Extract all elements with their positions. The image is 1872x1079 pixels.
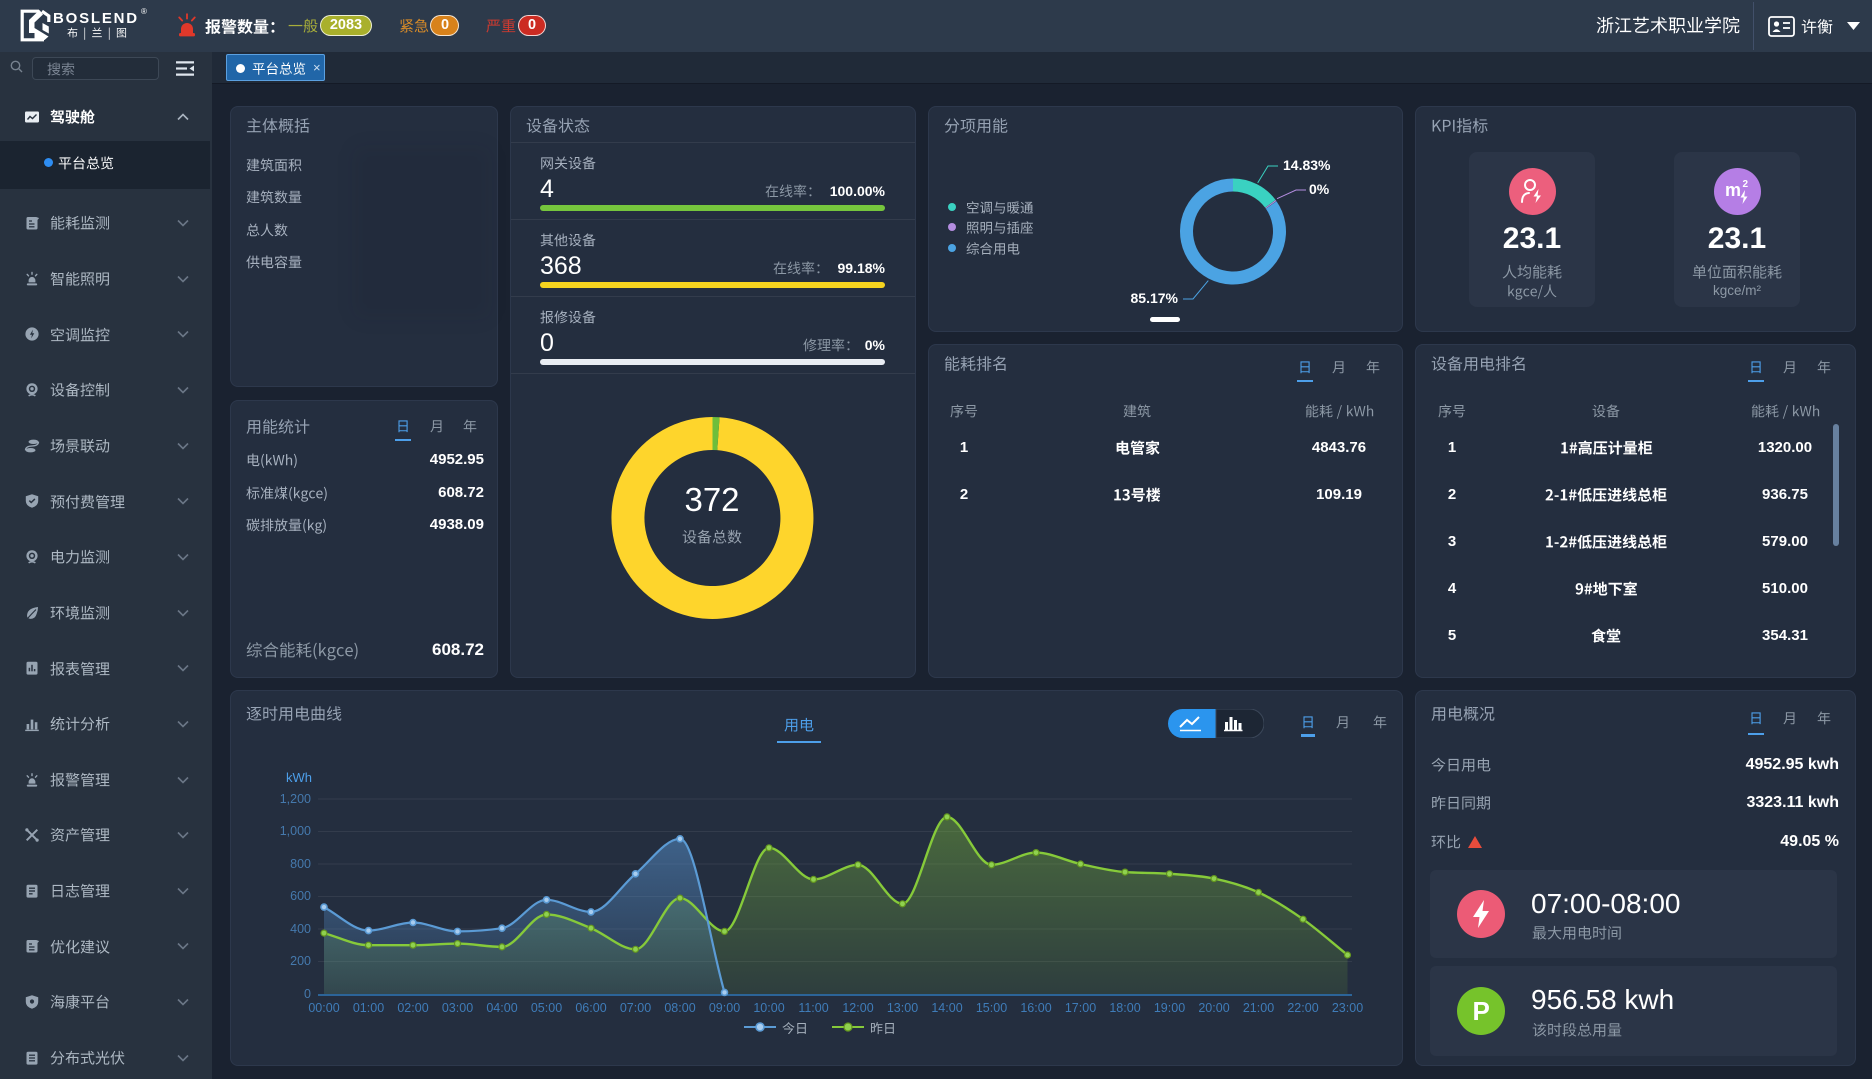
svg-text:P: P bbox=[1473, 996, 1490, 1026]
svg-text:m: m bbox=[1725, 180, 1741, 200]
svg-text:2: 2 bbox=[1743, 179, 1749, 190]
